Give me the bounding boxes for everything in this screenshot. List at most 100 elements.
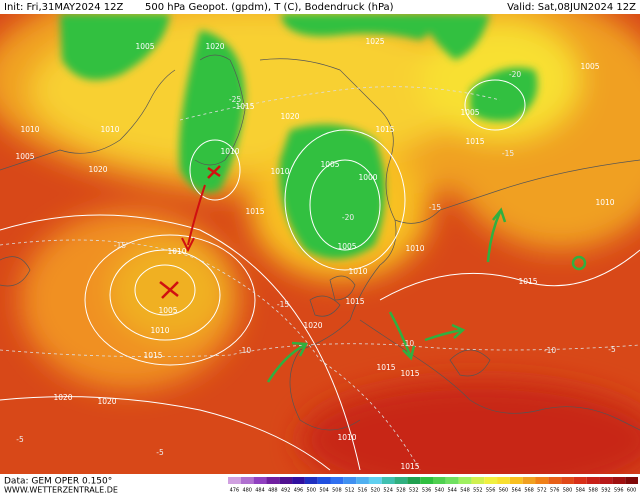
scale-swatch [561,477,574,484]
isotherm-label: -15 [114,241,126,250]
scale-label: 480 [242,488,252,494]
isobar-label: 1010 [100,125,119,134]
header-bar [0,0,640,14]
isobar-label: 1020 [303,321,322,330]
isobar-label: 1010 [270,167,289,176]
scale-swatch [573,477,587,484]
isobar-label: 1020 [88,165,107,174]
scale-swatch [304,477,318,484]
isobar-label: 1015 [245,207,264,216]
scale-label: 600 [627,488,637,494]
isotherm-label: -10 [402,339,414,348]
scale-swatch [266,477,280,484]
isobar-label: 1015 [400,369,419,378]
isobar-label: 1005 [580,62,599,71]
scale-swatch [497,477,510,484]
scale-label: 544 [447,488,457,494]
isobar-label: 1010 [220,147,239,156]
isobar-label: 1005 [337,242,356,251]
isotherm-label: -15 [277,300,289,309]
scale-swatch [240,477,254,484]
scale-swatch [625,477,638,484]
isobar-label: 1020 [280,112,299,121]
scale-swatch [548,477,562,484]
scale-swatch [484,477,498,484]
isotherm-label: -10 [239,346,251,355]
isobar-label: 1020 [97,397,116,406]
isobar-label: 1010 [167,247,186,256]
scale-label: 496 [294,488,304,494]
site: WWW.WETTERZENTRALE.DE [4,486,118,495]
isotherms [0,86,640,471]
scale-label: 556 [486,488,496,494]
isotherm-label: -20 [342,213,354,222]
scale-swatch [535,477,549,484]
coastlines [0,54,640,431]
scale-swatch [471,477,485,484]
isobar-label: 1005 [158,306,177,315]
scale-label: 564 [512,488,522,494]
isobar-label: 1015 [143,351,162,360]
scale-label: 532 [409,488,419,494]
scale-swatch [253,477,267,484]
scale-label: 492 [281,488,291,494]
isobar-label: 1010 [348,267,367,276]
scale-swatch [445,477,459,484]
isobar-label: 1025 [365,37,384,46]
isotherm-label: -5 [156,448,164,457]
isobar-label: 1015 [345,297,364,306]
scale-label: 516 [358,488,368,494]
scale-swatch [343,477,357,484]
isobar-label: 1000 [358,173,377,182]
scale-swatch [228,477,241,484]
scale-label: 484 [255,488,265,494]
scale-label: 476 [230,488,240,494]
map-labels: 1005 1020 1025 1005 1005 1010 1010 1005 1020 1010… [15,37,616,471]
scale-label: 512 [345,488,355,494]
isobar-label: 1015 [465,137,484,146]
scale-label: 592 [601,488,611,494]
isobar-label: 1020 [53,393,72,402]
isobar-label: 1005 [15,152,34,161]
isobar-label: 1005 [320,160,339,169]
scale-label: 500 [307,488,317,494]
isobar-label: 1010 [337,433,356,442]
scale-label: 576 [550,488,560,494]
isobar-label: 1010 [595,198,614,207]
scale-label: 580 [563,488,573,494]
scale-label: 548 [460,488,470,494]
scale-swatch [612,477,626,484]
isobars [0,79,640,471]
scale-label: 596 [614,488,624,494]
isobar-label: 1010 [405,244,424,253]
isobar-label: 1015 [375,125,394,134]
scale-label: 560 [499,488,509,494]
isobar-label: 1015 [376,363,395,372]
scale-label: 524 [383,488,393,494]
scale-swatch [330,477,344,484]
scale-swatch [317,477,331,484]
isotherm-label: -5 [16,435,24,444]
scale-label: 588 [588,488,598,494]
isobar-label: 1010 [20,125,39,134]
isotherm-label: -15 [502,149,514,158]
isotherm-label: -25 [229,95,241,104]
isobar-label: 1020 [205,42,224,51]
scale-swatch [279,477,293,484]
isotherm-label: -15 [429,203,441,212]
scale-label: 572 [537,488,547,494]
map-title: 500 hPa Geopot. (gpdm), T (C), Bodendruc… [145,2,394,13]
scale-swatch [586,477,600,484]
scale-label: 568 [524,488,534,494]
markers [159,165,587,383]
isobar-label: 1005 [135,42,154,51]
init-time: Init: Fri,31MAY2024 12Z [4,2,124,13]
scale-swatch [458,477,472,484]
scale-label: 488 [268,488,278,494]
isobar-label: 1015 [235,102,254,111]
isobar-label: 1010 [150,326,169,335]
isotherm-label: -5 [608,345,616,354]
isobar-label: 1015 [518,277,537,286]
scale-label: 528 [396,488,406,494]
